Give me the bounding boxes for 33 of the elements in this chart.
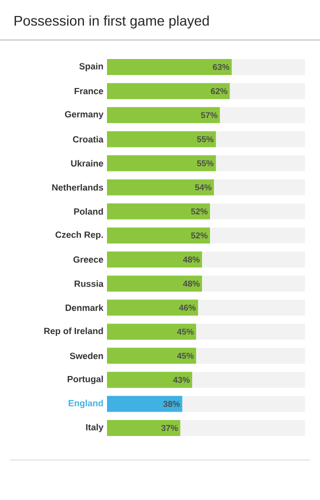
y-tick-label: Portugal	[68, 376, 103, 384]
y-tick-label: Czech Rep.	[56, 231, 103, 240]
data-label: 43%	[173, 376, 190, 383]
y-tick-label: Italy	[86, 424, 104, 432]
y-tick-label: Croatia	[72, 136, 104, 143]
y-tick-label: Germany	[64, 111, 104, 120]
y-tick-label: France	[74, 88, 104, 94]
y-tick-label: England	[68, 400, 103, 408]
data-label: 57%	[200, 112, 218, 118]
y-tick-label: Greece	[73, 256, 104, 263]
data-label: 45%	[177, 328, 194, 335]
y-tick-label: Sweden	[70, 352, 103, 360]
data-label: 46%	[179, 304, 196, 311]
data-label: 55%	[197, 160, 214, 166]
y-tick-label: Spain	[79, 62, 103, 72]
data-label: 37%	[161, 424, 178, 431]
y-tick-label: Rep of Ireland	[44, 328, 103, 336]
data-label: 45%	[177, 352, 194, 359]
y-tick-label: Denmark	[66, 304, 104, 311]
y-tick-label: Netherlands	[52, 184, 104, 191]
chart-title: Possession in first game played	[14, 15, 209, 28]
data-label: 48%	[183, 280, 200, 287]
data-label: 52%	[191, 232, 208, 238]
data-label: 52%	[191, 208, 208, 214]
y-tick-label: Ukraine	[71, 160, 104, 167]
data-label: 62%	[210, 88, 228, 94]
y-tick-label: Russia	[74, 280, 104, 287]
data-label: 55%	[197, 136, 214, 142]
data-label: 54%	[195, 184, 212, 190]
y-tick-label: Poland	[74, 208, 103, 215]
data-label: 48%	[183, 256, 200, 263]
data-label: 63%	[212, 64, 230, 70]
data-label: 38%	[163, 400, 180, 407]
